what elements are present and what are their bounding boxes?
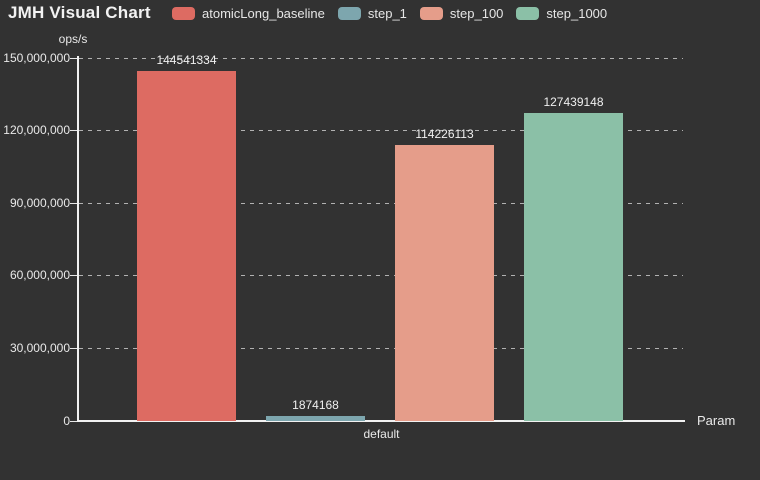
bar-step_1 <box>266 416 365 421</box>
x-axis-label: Param <box>697 413 736 428</box>
legend-swatch-icon <box>337 6 361 20</box>
y-tick-mark <box>70 420 77 422</box>
legend-item-step_100[interactable]: step_100 <box>419 5 504 21</box>
gridline <box>79 275 683 277</box>
y-tick-label: 30,000,000 <box>9 340 70 355</box>
y-tick-mark <box>70 130 77 132</box>
bar-step_100 <box>395 145 494 421</box>
y-tick-mark <box>70 275 77 277</box>
gridline <box>79 202 683 204</box>
gridline <box>79 347 683 349</box>
y-tick-label: 120,000,000 <box>3 123 70 138</box>
plot-area: 144541334 1874168 114226113 127439148 <box>70 53 685 422</box>
gridline <box>79 57 683 59</box>
bar-step_1000 <box>524 113 623 421</box>
legend: atomicLong_baseline step_1 step_100 step_10… <box>172 5 607 21</box>
y-tick-label: 60,000,000 <box>9 268 70 283</box>
bar-atomicLong_baseline <box>137 71 236 421</box>
y-tick-label: 90,000,000 <box>9 195 70 210</box>
legend-item-label: step_1 <box>367 5 407 21</box>
bar-value-label: 144541334 <box>156 53 217 67</box>
bar-value-label: 1874168 <box>292 398 339 412</box>
y-tick-mark <box>70 347 77 349</box>
y-axis-line <box>77 56 79 421</box>
legend-item-label: atomicLong_baseline <box>202 5 325 21</box>
y-axis-label: ops/s <box>58 32 88 46</box>
x-axis-line <box>77 420 685 422</box>
y-tick-mark <box>70 202 77 204</box>
y-tick-label: 150,000,000 <box>3 50 70 65</box>
legend-item-atomicLong_baseline[interactable]: atomicLong_baseline <box>172 6 325 21</box>
legend-item-label: step_100 <box>449 5 504 21</box>
y-tick-label: 0 <box>63 413 70 428</box>
x-category-label: default <box>363 427 400 441</box>
legend-item-step_1000[interactable]: step_1000 <box>516 6 607 21</box>
y-tick-mark <box>70 57 77 59</box>
gridline <box>79 130 683 132</box>
bar-value-label: 114226113 <box>415 127 474 141</box>
legend-swatch-icon <box>172 6 195 20</box>
legend-swatch-icon <box>516 6 540 20</box>
bar-value-label: 127439148 <box>543 95 604 109</box>
chart-title: JMH Visual Chart <box>8 3 151 22</box>
legend-swatch-icon <box>419 6 443 20</box>
legend-item-label: step_1000 <box>546 5 608 21</box>
legend-item-step_1[interactable]: step_1 <box>337 5 407 21</box>
